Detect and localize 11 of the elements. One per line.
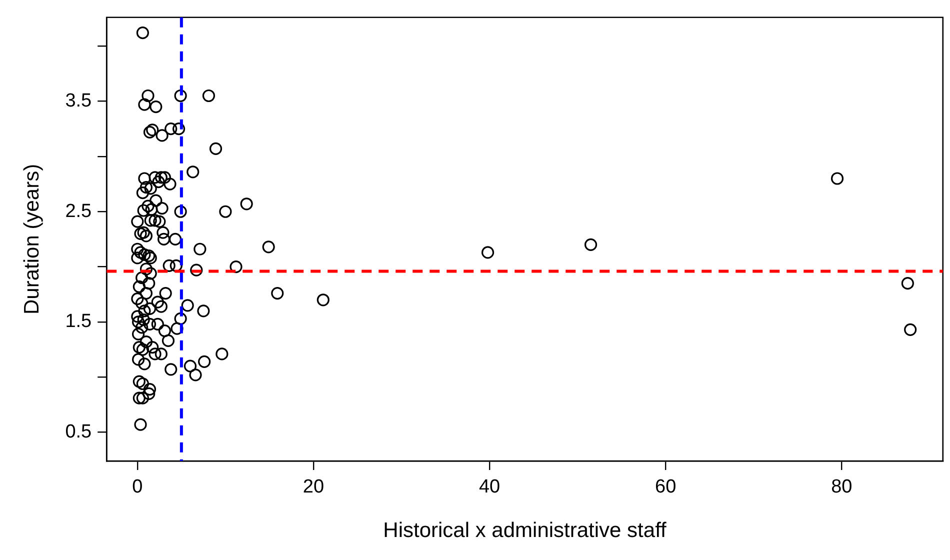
y-tick-label: 2.5: [65, 200, 92, 222]
x-axis-title: Historical x administrative staff: [383, 519, 667, 542]
x-tick-label: 0: [132, 476, 143, 498]
y-tick-label: 1.5: [65, 311, 92, 332]
y-tick-label: 0.5: [65, 422, 92, 443]
x-tick-label: 20: [302, 476, 324, 498]
y-tick-label: 3.5: [65, 90, 92, 112]
y-axis-title: Duration (years): [20, 164, 44, 314]
x-tick-label: 40: [478, 476, 500, 498]
x-tick-label: 80: [831, 476, 852, 498]
x-tick-label: 60: [655, 476, 676, 498]
